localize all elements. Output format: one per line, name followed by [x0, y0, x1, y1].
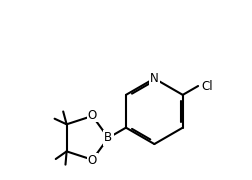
Text: Cl: Cl	[201, 80, 213, 93]
Text: O: O	[88, 109, 97, 122]
Text: O: O	[88, 109, 97, 122]
Text: N: N	[150, 72, 159, 85]
Text: B: B	[104, 131, 112, 144]
Text: N: N	[150, 72, 159, 85]
Text: O: O	[88, 154, 97, 167]
Text: O: O	[88, 154, 97, 167]
Text: Cl: Cl	[201, 80, 213, 93]
Text: B: B	[104, 131, 112, 144]
